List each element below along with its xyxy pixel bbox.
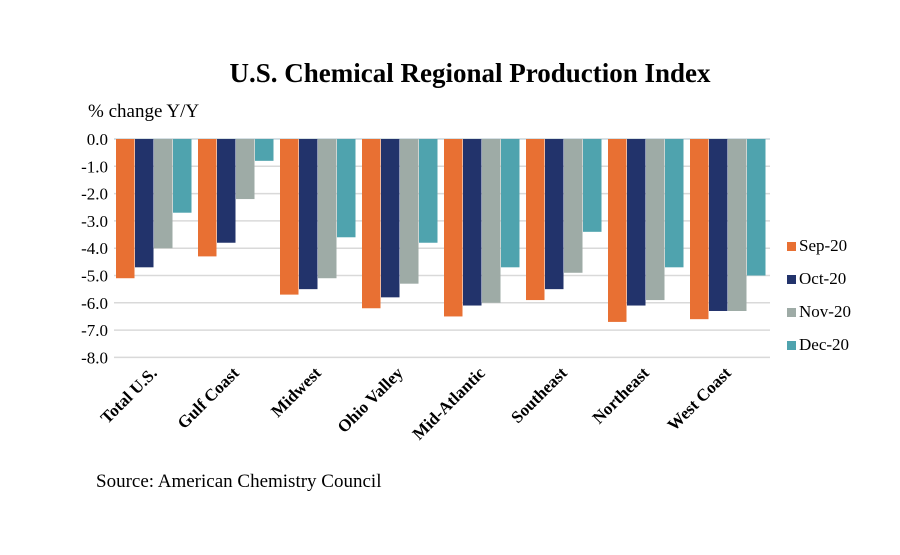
x-tick-label: Gulf Coast bbox=[174, 363, 243, 432]
bar-Nov-20-Midwest bbox=[318, 139, 337, 279]
bar-Sep-20-Midwest bbox=[280, 139, 299, 295]
bar-Dec-20-Gulf Coast bbox=[255, 139, 274, 161]
legend-swatch bbox=[787, 275, 796, 284]
bar-Dec-20-West Coast bbox=[747, 139, 766, 276]
bar-Nov-20-Gulf Coast bbox=[236, 139, 255, 200]
chart-title: U.S. Chemical Regional Production Index bbox=[229, 58, 711, 88]
bar-Sep-20-West Coast bbox=[690, 139, 709, 320]
legend-label: Oct-20 bbox=[799, 269, 846, 288]
bar-Nov-20-West Coast bbox=[728, 139, 747, 311]
x-tick-label: Total U.S. bbox=[97, 363, 161, 427]
bar-Sep-20-Ohio Valley bbox=[362, 139, 381, 309]
y-tick-label: 0.0 bbox=[87, 130, 108, 149]
bar-Nov-20-Mid-Atlantic bbox=[482, 139, 501, 303]
legend-label: Dec-20 bbox=[799, 335, 849, 354]
y-tick-label: -1.0 bbox=[81, 157, 108, 176]
bar-Oct-20-Gulf Coast bbox=[217, 139, 236, 243]
bar-Nov-20-Total U.S. bbox=[154, 139, 173, 249]
y-tick-label: -8.0 bbox=[81, 348, 108, 367]
bar-Oct-20-West Coast bbox=[709, 139, 728, 311]
bar-Sep-20-Mid-Atlantic bbox=[444, 139, 463, 317]
bar-Oct-20-Total U.S. bbox=[135, 139, 154, 268]
bar-Nov-20-Ohio Valley bbox=[400, 139, 419, 284]
y-axis-label: % change Y/Y bbox=[88, 101, 199, 122]
bar-Dec-20-Midwest bbox=[337, 139, 356, 238]
legend-label: Sep-20 bbox=[799, 236, 847, 255]
bar-Dec-20-Southeast bbox=[583, 139, 602, 232]
x-tick-label: West Coast bbox=[664, 363, 735, 434]
bar-Sep-20-Southeast bbox=[526, 139, 545, 301]
bar-Dec-20-Total U.S. bbox=[173, 139, 192, 213]
y-tick-label: -4.0 bbox=[81, 239, 108, 258]
bar-Dec-20-Ohio Valley bbox=[419, 139, 438, 243]
legend-label: Nov-20 bbox=[799, 302, 851, 321]
bar-Sep-20-Gulf Coast bbox=[198, 139, 217, 257]
bar-Oct-20-Southeast bbox=[545, 139, 564, 290]
bar-Oct-20-Midwest bbox=[299, 139, 318, 290]
x-tick-label: Southeast bbox=[507, 363, 571, 427]
legend-swatch bbox=[787, 308, 796, 317]
x-tick-label: Northeast bbox=[589, 363, 653, 427]
legend-swatch bbox=[787, 242, 796, 251]
legend-swatch bbox=[787, 341, 796, 350]
bar-Nov-20-Northeast bbox=[646, 139, 665, 301]
y-tick-label: -7.0 bbox=[81, 321, 108, 340]
x-tick-label: Midwest bbox=[267, 363, 325, 421]
y-tick-label: -3.0 bbox=[81, 212, 108, 231]
bar-Dec-20-Northeast bbox=[665, 139, 684, 268]
bar-Oct-20-Northeast bbox=[627, 139, 646, 306]
x-tick-label: Ohio Valley bbox=[334, 363, 408, 437]
bar-Oct-20-Ohio Valley bbox=[381, 139, 400, 298]
bar-Dec-20-Mid-Atlantic bbox=[501, 139, 520, 268]
bar-Sep-20-Total U.S. bbox=[116, 139, 135, 279]
source-note: Source: American Chemistry Council bbox=[96, 471, 381, 492]
bar-Sep-20-Northeast bbox=[608, 139, 627, 322]
y-tick-label: -2.0 bbox=[81, 185, 108, 204]
bar-Oct-20-Mid-Atlantic bbox=[463, 139, 482, 306]
x-tick-label: Mid-Atlantic bbox=[409, 363, 490, 444]
y-tick-label: -5.0 bbox=[81, 267, 108, 286]
y-tick-label: -6.0 bbox=[81, 294, 108, 313]
bar-Nov-20-Southeast bbox=[564, 139, 583, 273]
